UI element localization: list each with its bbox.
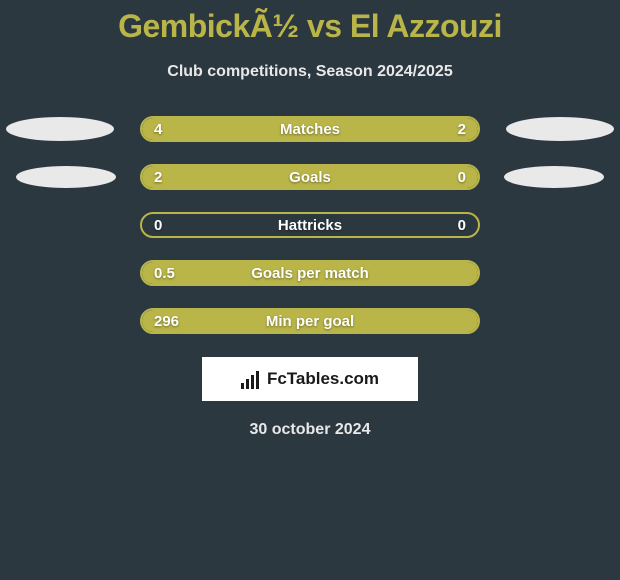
stat-value-left: 0: [154, 217, 162, 234]
player-oval-left: [16, 166, 116, 188]
stat-row: 296 Min per goal: [0, 307, 620, 335]
brand-badge: FcTables.com: [202, 357, 418, 401]
stat-value-left: 4: [154, 121, 162, 138]
stat-row: 2 0 Goals: [0, 163, 620, 191]
comparison-infographic: GembickÃ½ vs El Azzouzi Club competition…: [0, 0, 620, 439]
stat-bar-fill-right: [404, 166, 478, 188]
stat-value-right: 2: [458, 121, 466, 138]
stat-bar-track: 2 0 Goals: [140, 164, 480, 190]
stat-label: Goals per match: [251, 265, 369, 282]
player-oval-right: [506, 117, 614, 141]
stat-bar-track: 0.5 Goals per match: [140, 260, 480, 286]
bar-chart-icon: [241, 369, 263, 389]
stat-bar-track: 0 0 Hattricks: [140, 212, 480, 238]
brand-text: FcTables.com: [267, 369, 379, 389]
player-oval-right: [504, 166, 604, 188]
stat-label: Matches: [280, 121, 340, 138]
stat-value-right: 0: [458, 169, 466, 186]
stats-rows: 4 2 Matches 2 0 Goals 0 0 Hattricks 0.5 Goals per …: [0, 115, 620, 335]
player-oval-left: [6, 117, 114, 141]
stat-bar-track: 296 Min per goal: [140, 308, 480, 334]
stat-label: Goals: [289, 169, 331, 186]
stat-value-left: 296: [154, 313, 179, 330]
date-text: 30 october 2024: [250, 421, 371, 439]
subtitle: Club competitions, Season 2024/2025: [167, 63, 452, 81]
stat-row: 0.5 Goals per match: [0, 259, 620, 287]
stat-row: 0 0 Hattricks: [0, 211, 620, 239]
page-title: GembickÃ½ vs El Azzouzi: [118, 8, 502, 45]
stat-value-left: 0.5: [154, 265, 175, 282]
stat-value-right: 0: [458, 217, 466, 234]
stat-bar-fill-left: [142, 166, 404, 188]
stat-value-left: 2: [154, 169, 162, 186]
stat-label: Min per goal: [266, 313, 354, 330]
stat-bar-track: 4 2 Matches: [140, 116, 480, 142]
stat-row: 4 2 Matches: [0, 115, 620, 143]
stat-label: Hattricks: [278, 217, 342, 234]
